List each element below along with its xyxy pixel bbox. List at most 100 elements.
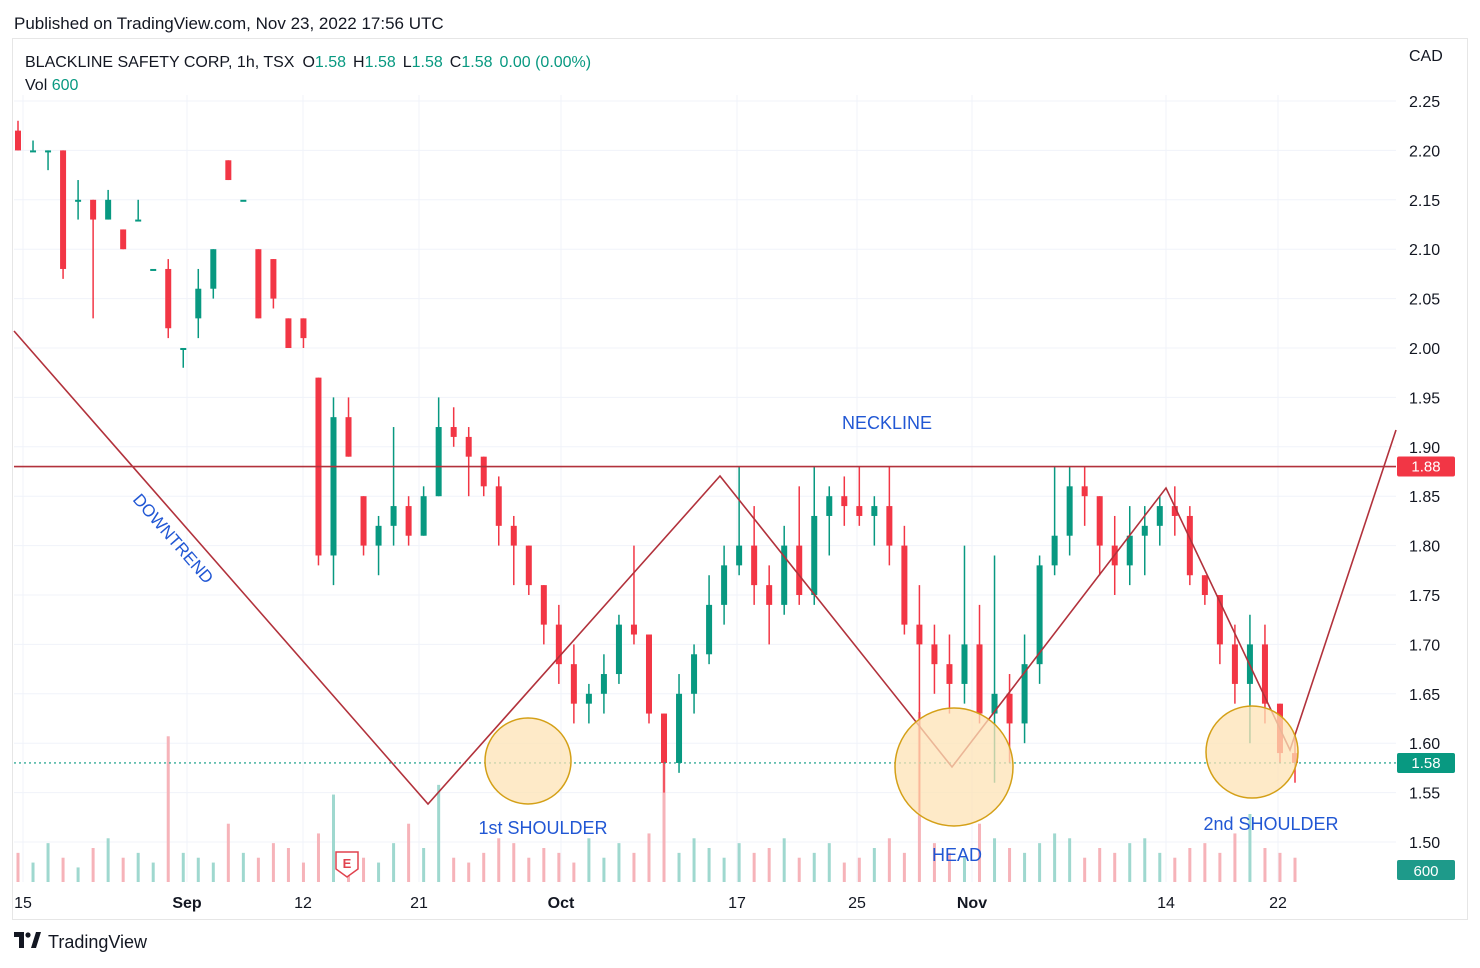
candle-body[interactable] bbox=[570, 664, 577, 704]
volume-bar bbox=[602, 857, 606, 882]
candle-body[interactable] bbox=[1006, 693, 1013, 724]
candle-body[interactable] bbox=[736, 545, 743, 566]
candle-body[interactable] bbox=[105, 199, 112, 220]
candle-body[interactable] bbox=[1171, 506, 1178, 516]
candle-body[interactable] bbox=[15, 130, 21, 151]
candle-body[interactable] bbox=[1201, 575, 1208, 595]
candle-body[interactable] bbox=[661, 713, 668, 763]
candle-body[interactable] bbox=[946, 664, 953, 684]
candle-body[interactable] bbox=[751, 545, 758, 586]
candle-body[interactable] bbox=[75, 199, 82, 202]
tradingview-logo-icon[interactable] bbox=[14, 932, 42, 953]
candle-body[interactable] bbox=[30, 150, 37, 153]
candle-body[interactable] bbox=[871, 506, 878, 516]
time-axis[interactable]: 15 Sep 12 21 Oct 17 25 Nov 14 22 bbox=[14, 895, 1287, 912]
candle-body[interactable] bbox=[495, 486, 502, 526]
candle-body[interactable] bbox=[285, 318, 292, 348]
candle-body[interactable] bbox=[345, 417, 352, 457]
candle-body[interactable] bbox=[1051, 535, 1058, 566]
candle-body[interactable] bbox=[255, 249, 262, 319]
candle-body[interactable] bbox=[766, 585, 773, 605]
candle-body[interactable] bbox=[150, 268, 157, 271]
candle-body[interactable] bbox=[450, 427, 457, 437]
footer-brand[interactable]: TradingView bbox=[48, 932, 148, 952]
candle-body[interactable] bbox=[375, 525, 382, 546]
time-tick-label: Sep bbox=[172, 895, 202, 912]
candle-body[interactable] bbox=[330, 417, 337, 556]
candle-body[interactable] bbox=[645, 634, 652, 714]
candle-body[interactable] bbox=[120, 229, 127, 250]
candle-body[interactable] bbox=[510, 525, 517, 546]
candle-body[interactable] bbox=[901, 545, 908, 625]
candle-body[interactable] bbox=[540, 585, 547, 625]
candle-body[interactable] bbox=[1066, 486, 1073, 536]
candle-body[interactable] bbox=[961, 644, 968, 684]
candle-body[interactable] bbox=[45, 150, 52, 153]
candle-body[interactable] bbox=[811, 515, 818, 595]
candle-body[interactable] bbox=[360, 496, 367, 546]
candle-body[interactable] bbox=[841, 496, 848, 507]
candle-body[interactable] bbox=[435, 427, 442, 497]
candle-body[interactable] bbox=[555, 624, 562, 665]
candle-body[interactable] bbox=[1021, 664, 1028, 724]
candle-body[interactable] bbox=[465, 436, 472, 457]
svg-text:1.88: 1.88 bbox=[1411, 459, 1440, 476]
candle-body[interactable] bbox=[976, 644, 983, 714]
candle-body[interactable] bbox=[1156, 506, 1163, 526]
candle-body[interactable] bbox=[600, 674, 607, 694]
volume-bar bbox=[1188, 848, 1192, 882]
second-shoulder-circle[interactable] bbox=[1205, 705, 1299, 799]
candle-body[interactable] bbox=[781, 545, 788, 605]
candle-body[interactable] bbox=[165, 268, 172, 329]
head-circle[interactable] bbox=[894, 707, 1014, 827]
candle-body[interactable] bbox=[585, 693, 592, 704]
candle-body[interactable] bbox=[1126, 535, 1133, 566]
candle-body[interactable] bbox=[691, 654, 698, 694]
candle-body[interactable] bbox=[225, 160, 232, 181]
candle-body[interactable] bbox=[270, 259, 277, 299]
candle-body[interactable] bbox=[1141, 525, 1148, 536]
candle-body[interactable] bbox=[135, 219, 142, 222]
candle-body[interactable] bbox=[210, 249, 217, 289]
candle-body[interactable] bbox=[615, 624, 622, 675]
candle-body[interactable] bbox=[1186, 515, 1193, 576]
candle-body[interactable] bbox=[931, 644, 938, 665]
candle-body[interactable] bbox=[525, 545, 532, 586]
candle-body[interactable] bbox=[796, 545, 803, 595]
candle-body[interactable] bbox=[856, 506, 863, 516]
candle-body[interactable] bbox=[1231, 644, 1238, 684]
candle-body[interactable] bbox=[1096, 496, 1103, 546]
chart-frame bbox=[12, 38, 1468, 920]
candle-body[interactable] bbox=[300, 318, 307, 339]
candle-body[interactable] bbox=[1036, 565, 1043, 665]
earnings-marker[interactable]: E bbox=[335, 851, 359, 878]
candle-body[interactable] bbox=[1081, 486, 1088, 497]
candle-body[interactable] bbox=[480, 456, 487, 487]
volume-bar bbox=[722, 857, 726, 882]
candle-body[interactable] bbox=[1216, 595, 1223, 645]
candle-body[interactable] bbox=[405, 506, 412, 536]
symbol-name[interactable]: BLACKLINE SAFETY CORP, 1h, TSX bbox=[25, 54, 295, 71]
volume-bar bbox=[241, 852, 245, 882]
price-tick-label: 1.50 bbox=[1409, 835, 1440, 852]
candle-body[interactable] bbox=[721, 565, 728, 605]
candle-body[interactable] bbox=[706, 604, 713, 655]
first-shoulder-circle[interactable] bbox=[484, 717, 572, 805]
candle-body[interactable] bbox=[240, 199, 247, 202]
candle-body[interactable] bbox=[630, 624, 637, 635]
candle-body[interactable] bbox=[886, 506, 893, 546]
candle-body[interactable] bbox=[390, 506, 397, 526]
candle-body[interactable] bbox=[420, 496, 427, 536]
candle-body[interactable] bbox=[916, 624, 923, 645]
candle-body[interactable] bbox=[826, 496, 833, 516]
candle-body[interactable] bbox=[195, 288, 202, 319]
candle-body[interactable] bbox=[991, 693, 998, 714]
candle-body[interactable] bbox=[90, 199, 97, 220]
candle-body[interactable] bbox=[1261, 644, 1268, 704]
candle-body[interactable] bbox=[60, 150, 67, 269]
price-tick-label: 2.15 bbox=[1409, 193, 1440, 210]
price-axis[interactable]: 2.25 2.20 2.15 2.10 2.05 2.00 1.95 1.90 1.85 1.80… bbox=[1409, 94, 1440, 852]
candle-body[interactable] bbox=[676, 693, 683, 763]
candle-body[interactable] bbox=[180, 348, 187, 350]
